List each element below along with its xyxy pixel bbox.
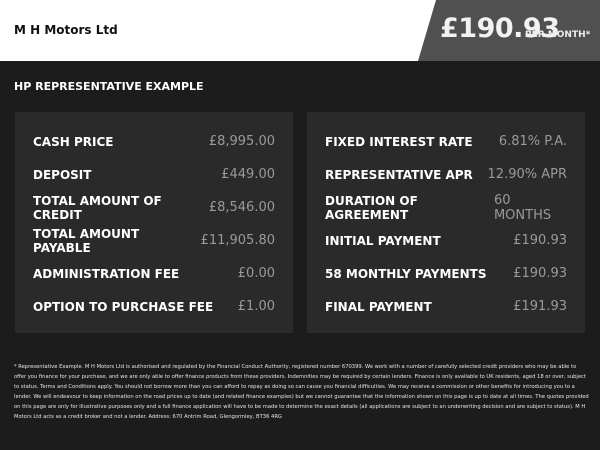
finance-row: INITIAL PAYMENT £190.93 [325, 224, 567, 257]
row-label: FINAL PAYMENT [325, 299, 432, 314]
dealer-name: M H Motors Ltd [14, 23, 118, 37]
finance-row: TOTAL AMOUNT OF CREDIT £8,546.00 [33, 191, 275, 224]
per-month-label: PER MONTH* [525, 30, 591, 40]
row-label: DURATION OF AGREEMENT [325, 193, 418, 222]
finance-row: ADMINISTRATION FEE £0.00 [33, 257, 275, 290]
row-value: 60 MONTHS [493, 192, 552, 223]
row-value: 12.90% APR [487, 167, 567, 182]
row-label: ADMINISTRATION FEE [33, 266, 180, 281]
row-label: TOTAL AMOUNT PAYABLE [33, 226, 140, 255]
row-value: £0.00 [237, 266, 275, 281]
finance-panel-left: CASH PRICE £8,995.00 DEPOSIT £449.00 TOTAL… [15, 112, 293, 333]
row-label: INITIAL PAYMENT [325, 233, 441, 248]
row-value: £8,546.00 [208, 200, 275, 215]
row-label: 58 MONTHLY PAYMENTS [325, 266, 487, 281]
finance-row: DEPOSIT £449.00 [33, 158, 275, 191]
section-title: HP REPRESENTATIVE EXAMPLE [14, 80, 204, 93]
finance-row: DURATION OF AGREEMENT 60 MONTHS [325, 191, 567, 224]
row-label: FIXED INTEREST RATE [325, 134, 473, 149]
finance-row: CASH PRICE £8,995.00 [33, 125, 275, 158]
row-label: DEPOSIT [33, 167, 92, 182]
finance-row: OPTION TO PURCHASE FEE £1.00 [33, 290, 275, 323]
row-value: £449.00 [221, 167, 275, 182]
row-label: OPTION TO PURCHASE FEE [33, 299, 214, 314]
finance-row: REPRESENTATIVE APR 12.90% APR [325, 158, 567, 191]
row-value: £11,905.80 [200, 233, 275, 248]
finance-row: 58 MONTHLY PAYMENTS £190.93 [325, 257, 567, 290]
finance-row: FIXED INTEREST RATE 6.81% P.A. [325, 125, 567, 158]
row-value: £8,995.00 [208, 134, 275, 149]
finance-row: FINAL PAYMENT £191.93 [325, 290, 567, 323]
finance-row: TOTAL AMOUNT PAYABLE £11,905.80 [33, 224, 275, 257]
row-value: £190.93 [513, 266, 567, 281]
row-label: REPRESENTATIVE APR [325, 167, 473, 182]
row-label: TOTAL AMOUNT OF CREDIT [33, 193, 162, 222]
row-label: CASH PRICE [33, 134, 114, 149]
price-panel [418, 0, 600, 61]
row-value: 6.81% P.A. [498, 134, 567, 149]
row-value: £1.00 [237, 299, 275, 314]
row-value: £190.93 [513, 233, 567, 248]
row-value: £191.93 [513, 299, 567, 314]
finance-panel-right: FIXED INTEREST RATE 6.81% P.A. REPRESENTA… [307, 112, 585, 333]
monthly-price: £190.93 [440, 13, 560, 44]
disclaimer: * Representative Example. M H Motors Ltd… [14, 364, 589, 420]
